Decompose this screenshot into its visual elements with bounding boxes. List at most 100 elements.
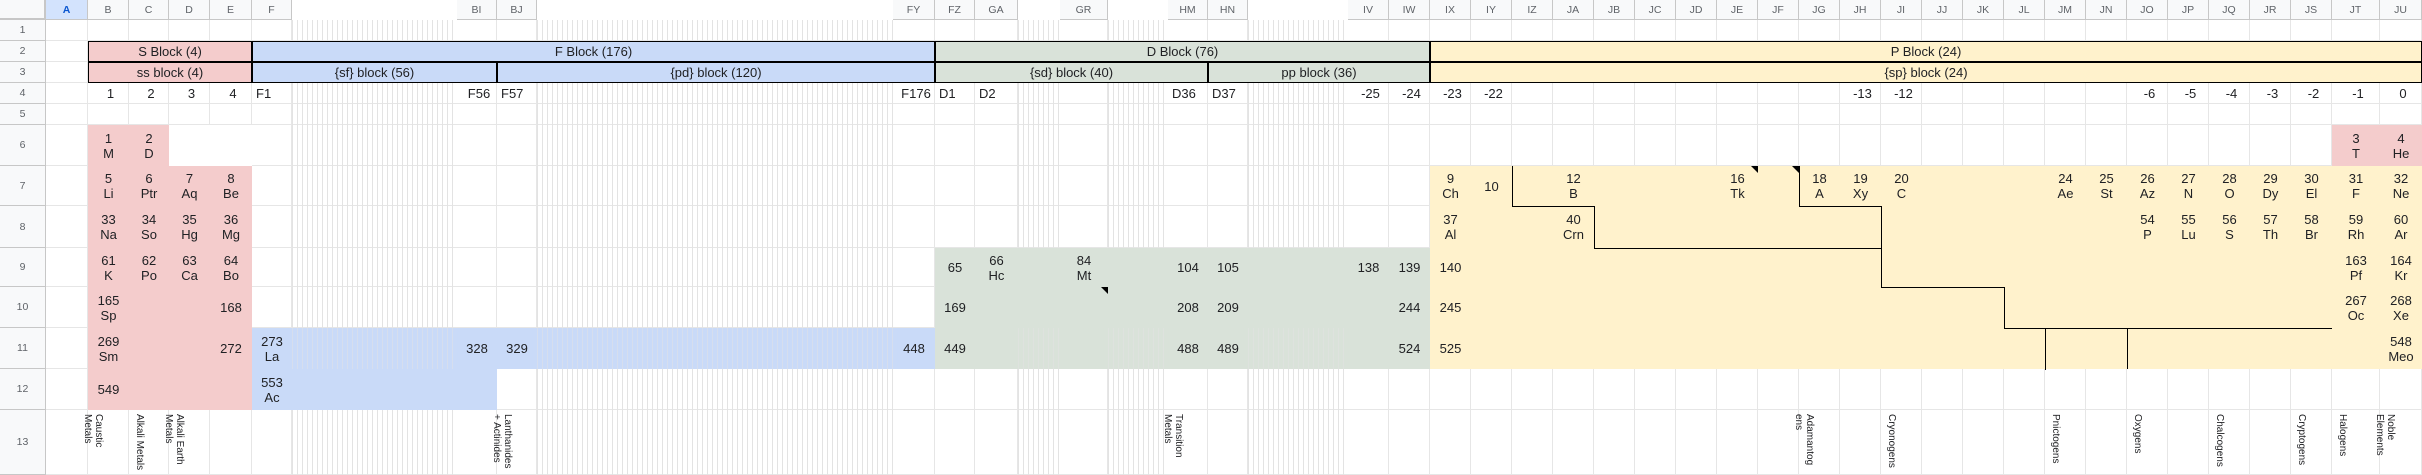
element-cell[interactable]: 54 P <box>2127 206 2168 248</box>
row-header-9[interactable]: 9 <box>0 248 46 287</box>
element-cell[interactable]: 28 O <box>2209 166 2250 206</box>
column-header-ju[interactable]: JU <box>2380 0 2422 20</box>
column-header-ix[interactable]: IX <box>1430 0 1471 20</box>
element-cell[interactable]: 29 Dy <box>2250 166 2291 206</box>
column-header-ja[interactable]: JA <box>1553 0 1594 20</box>
element-cell[interactable]: 31 F <box>2332 166 2380 206</box>
column-header-ji[interactable]: JI <box>1881 0 1922 20</box>
element-cell[interactable]: 7 Aq <box>169 166 210 206</box>
column-header-f[interactable]: F <box>252 0 292 20</box>
element-cell[interactable]: 273 La <box>252 328 292 369</box>
element-cell[interactable]: 60 Ar <box>2380 206 2422 248</box>
column-header-jm[interactable]: JM <box>2045 0 2086 20</box>
element-cell[interactable]: 5 Li <box>88 166 129 206</box>
row-header-2[interactable]: 2 <box>0 41 46 62</box>
element-cell[interactable]: 548 Meo <box>2380 328 2422 369</box>
column-header-c[interactable]: C <box>129 0 169 20</box>
column-header-ga[interactable]: GA <box>975 0 1018 20</box>
element-cell[interactable]: 329 <box>497 328 537 369</box>
element-cell[interactable]: 61 K <box>88 248 129 287</box>
element-cell[interactable]: 139 <box>1389 248 1430 287</box>
row-header-5[interactable]: 5 <box>0 104 46 125</box>
column-header-fy[interactable]: FY <box>893 0 935 20</box>
element-cell[interactable]: 16 Tk <box>1717 166 1758 206</box>
element-cell[interactable]: 8 Be <box>210 166 252 206</box>
row-header-13[interactable]: 13 <box>0 410 46 475</box>
element-cell[interactable]: 328 <box>457 328 497 369</box>
element-cell[interactable]: 245 <box>1430 287 1471 328</box>
column-header-jb[interactable]: JB <box>1594 0 1635 20</box>
column-header-jq[interactable]: JQ <box>2209 0 2250 20</box>
column-header-jn[interactable]: JN <box>2086 0 2127 20</box>
element-cell[interactable]: 448 <box>893 328 935 369</box>
column-header-hm[interactable]: HM <box>1168 0 1208 20</box>
column-header-je[interactable]: JE <box>1717 0 1758 20</box>
element-cell[interactable]: 64 Bo <box>210 248 252 287</box>
row-header-10[interactable]: 10 <box>0 287 46 328</box>
column-header-a[interactable]: A <box>46 0 88 20</box>
element-cell[interactable]: 59 Rh <box>2332 206 2380 248</box>
column-header-fz[interactable]: FZ <box>935 0 975 20</box>
column-header-gr[interactable]: GR <box>1060 0 1108 20</box>
column-header-d[interactable]: D <box>169 0 210 20</box>
column-header-js[interactable]: JS <box>2291 0 2332 20</box>
element-cell[interactable]: 35 Hg <box>169 206 210 248</box>
element-cell[interactable]: 449 <box>935 328 975 369</box>
comment-marker[interactable] <box>1751 166 1758 173</box>
element-cell[interactable]: 104 <box>1168 248 1208 287</box>
element-cell[interactable]: 84 Mt <box>1060 248 1108 287</box>
element-cell[interactable]: 140 <box>1430 248 1471 287</box>
column-header-e[interactable]: E <box>210 0 252 20</box>
element-cell[interactable]: 25 St <box>2086 166 2127 206</box>
element-cell[interactable]: 268 Xe <box>2380 287 2422 328</box>
element-cell[interactable]: 24 Ae <box>2045 166 2086 206</box>
element-cell[interactable]: 66 Hc <box>975 248 1018 287</box>
element-cell[interactable]: 168 <box>210 287 252 328</box>
column-header-bj[interactable]: BJ <box>497 0 537 20</box>
element-cell[interactable]: 34 So <box>129 206 169 248</box>
column-header-iy[interactable]: IY <box>1471 0 1512 20</box>
element-cell[interactable]: 63 Ca <box>169 248 210 287</box>
row-header-11[interactable]: 11 <box>0 328 46 369</box>
element-cell[interactable]: 272 <box>210 328 252 369</box>
element-cell[interactable]: 6 Ptr <box>129 166 169 206</box>
element-cell[interactable]: 105 <box>1208 248 1248 287</box>
element-cell[interactable]: 58 Br <box>2291 206 2332 248</box>
element-cell[interactable]: 165 Sp <box>88 287 129 328</box>
element-cell[interactable]: 488 <box>1168 328 1208 369</box>
select-all-corner[interactable] <box>0 0 46 20</box>
column-header-jd[interactable]: JD <box>1676 0 1717 20</box>
element-cell[interactable]: 57 Th <box>2250 206 2291 248</box>
element-cell[interactable]: 549 <box>88 369 129 410</box>
column-header-iv[interactable]: IV <box>1348 0 1389 20</box>
column-header-jt[interactable]: JT <box>2332 0 2380 20</box>
column-header-iz[interactable]: IZ <box>1512 0 1553 20</box>
element-cell[interactable]: 18 A <box>1799 166 1840 206</box>
column-header-b[interactable]: B <box>88 0 129 20</box>
element-cell[interactable]: 40 Crn <box>1553 206 1594 248</box>
column-header-jg[interactable]: JG <box>1799 0 1840 20</box>
column-header-jo[interactable]: JO <box>2127 0 2168 20</box>
column-header-jj[interactable]: JJ <box>1922 0 1963 20</box>
row-header-4[interactable]: 4 <box>0 83 46 104</box>
element-cell[interactable]: 26 Az <box>2127 166 2168 206</box>
row-header-12[interactable]: 12 <box>0 369 46 410</box>
element-cell[interactable]: 9 Ch <box>1430 166 1471 206</box>
row-header-7[interactable]: 7 <box>0 166 46 206</box>
column-header-jh[interactable]: JH <box>1840 0 1881 20</box>
row-header-1[interactable]: 1 <box>0 20 46 41</box>
column-header-jl[interactable]: JL <box>2004 0 2045 20</box>
element-cell[interactable]: 489 <box>1208 328 1248 369</box>
element-cell[interactable]: 30 El <box>2291 166 2332 206</box>
element-cell[interactable]: 62 Po <box>129 248 169 287</box>
column-header-jc[interactable]: JC <box>1635 0 1676 20</box>
element-cell[interactable]: 33 Na <box>88 206 129 248</box>
column-header-iw[interactable]: IW <box>1389 0 1430 20</box>
element-cell[interactable]: 525 <box>1430 328 1471 369</box>
element-cell[interactable]: 27 N <box>2168 166 2209 206</box>
element-cell[interactable]: 32 Ne <box>2380 166 2422 206</box>
element-cell[interactable]: 36 Mg <box>210 206 252 248</box>
